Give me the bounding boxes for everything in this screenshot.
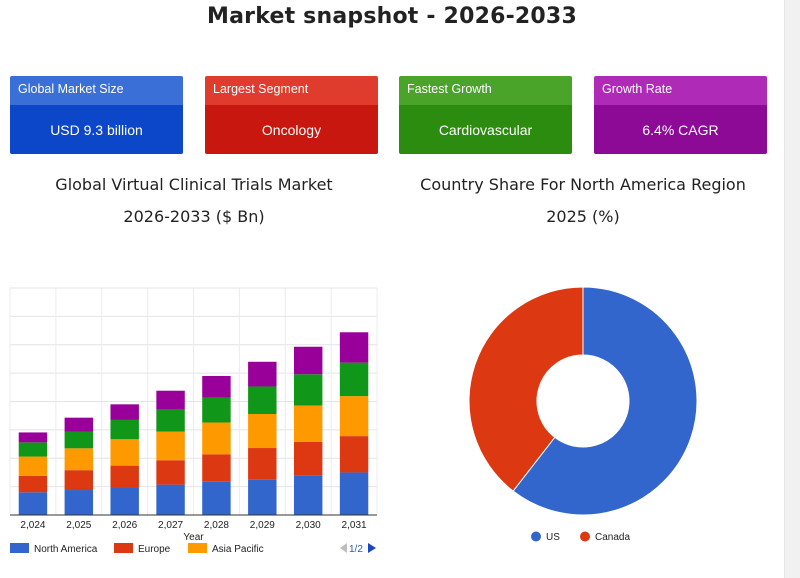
pie-chart-title-line2: 2025 (%) xyxy=(546,207,620,226)
page-title: Market snapshot - 2026-2033 xyxy=(207,4,577,29)
bar-chart-title-line2: 2026-2033 ($ Bn) xyxy=(123,207,265,226)
card-value: USD 9.3 billion xyxy=(10,105,183,154)
bar-segment-north-america[interactable] xyxy=(202,481,231,515)
bar-segment-series-5[interactable] xyxy=(202,375,231,398)
bar-segment-europe[interactable] xyxy=(248,448,277,480)
card-value: Oncology xyxy=(205,105,378,154)
bar-segment-series-4[interactable] xyxy=(293,374,323,406)
bar-segment-asia-pacific[interactable] xyxy=(339,396,369,437)
bar-segment-series-5[interactable] xyxy=(156,390,185,410)
bar-segment-asia-pacific[interactable] xyxy=(248,413,277,449)
legend-dot xyxy=(580,531,590,542)
legend-prev-icon[interactable] xyxy=(340,543,347,553)
bar-segment-asia-pacific[interactable] xyxy=(18,456,48,476)
bar-segment-series-4[interactable] xyxy=(339,362,369,397)
bar-segment-europe[interactable] xyxy=(156,460,185,485)
bar-segment-europe[interactable] xyxy=(18,475,48,493)
legend-label: Asia Pacific xyxy=(212,544,264,555)
bar-segment-north-america[interactable] xyxy=(156,484,185,515)
legend-swatch xyxy=(114,543,133,553)
bar-chart-title-line1: Global Virtual Clinical Trials Market xyxy=(55,175,333,194)
x-tick-label: 2,031 xyxy=(342,520,367,531)
bar-segment-north-america[interactable] xyxy=(64,490,94,515)
pie-chart-title: Country Share For North America Region 2… xyxy=(392,169,774,233)
legend-swatch xyxy=(188,543,207,553)
bar-segment-series-4[interactable] xyxy=(248,386,277,414)
card-value: Cardiovascular xyxy=(399,105,572,154)
pie-chart-title-line1: Country Share For North America Region xyxy=(420,175,746,194)
bar-chart-title: Global Virtual Clinical Trials Market 20… xyxy=(0,169,388,233)
bar-segment-series-4[interactable] xyxy=(110,419,139,440)
x-tick-label: 2,025 xyxy=(66,520,91,531)
legend-label: Canada xyxy=(595,532,630,543)
legend-item-asia-pacific[interactable]: Asia Pacific xyxy=(188,543,264,555)
bar-segment-series-5[interactable] xyxy=(64,417,94,432)
bar-segment-asia-pacific[interactable] xyxy=(64,448,94,471)
page-scrollbar[interactable] xyxy=(784,0,800,578)
bar-segment-asia-pacific[interactable] xyxy=(156,431,185,461)
card-market-size: Global Market Size USD 9.3 billion xyxy=(10,76,183,154)
bar-segment-europe[interactable] xyxy=(202,454,231,482)
legend-next-icon[interactable] xyxy=(368,543,376,553)
legend-label: US xyxy=(546,532,560,543)
bar-segment-north-america[interactable] xyxy=(110,487,139,515)
legend-label: Europe xyxy=(138,544,171,555)
bar-segment-europe[interactable] xyxy=(293,441,323,476)
donut-slice-us[interactable] xyxy=(512,286,698,516)
bar-segment-asia-pacific[interactable] xyxy=(293,405,323,442)
bar-segment-north-america[interactable] xyxy=(18,492,48,515)
bar-segment-series-4[interactable] xyxy=(18,442,48,457)
bar-segment-series-5[interactable] xyxy=(339,332,369,363)
card-value: 6.4% CAGR xyxy=(594,105,767,154)
card-label: Growth Rate xyxy=(594,76,767,105)
card-growth-rate: Growth Rate 6.4% CAGR xyxy=(594,76,767,154)
bar-segment-asia-pacific[interactable] xyxy=(202,422,231,455)
x-tick-label: 2,028 xyxy=(204,520,229,531)
legend-item-north-america[interactable]: North America xyxy=(10,543,98,555)
donut-slice-canada[interactable] xyxy=(468,286,584,492)
bar-segment-europe[interactable] xyxy=(339,436,369,473)
bar-segment-north-america[interactable] xyxy=(339,472,369,515)
bar-segment-series-4[interactable] xyxy=(156,409,185,432)
legend-swatch xyxy=(10,543,29,553)
bar-segment-series-4[interactable] xyxy=(64,431,94,449)
card-fastest-growth: Fastest Growth Cardiovascular xyxy=(399,76,572,154)
bar-segment-series-5[interactable] xyxy=(110,404,139,420)
bar-segment-series-5[interactable] xyxy=(18,432,48,443)
bar-segment-europe[interactable] xyxy=(110,465,139,488)
legend-item-us[interactable]: US xyxy=(531,531,560,544)
legend-item-europe[interactable]: Europe xyxy=(114,543,171,555)
bar-segment-north-america[interactable] xyxy=(248,479,277,515)
card-largest-segment: Largest Segment Oncology xyxy=(205,76,378,154)
donut-chart: US Canada xyxy=(468,286,698,544)
x-axis-label: Year xyxy=(183,532,204,543)
x-tick-label: 2,026 xyxy=(112,520,137,531)
card-label: Global Market Size xyxy=(10,76,183,105)
legend-dot xyxy=(531,531,541,542)
bar-segment-north-america[interactable] xyxy=(293,475,323,515)
bar-segment-asia-pacific[interactable] xyxy=(110,439,139,466)
legend-item-canada[interactable]: Canada xyxy=(580,531,630,544)
legend-label: North America xyxy=(34,544,98,555)
card-label: Fastest Growth xyxy=(399,76,572,105)
x-tick-label: 2,027 xyxy=(158,520,183,531)
x-tick-label: 2,029 xyxy=(250,520,275,531)
bar-segment-series-5[interactable] xyxy=(293,346,323,375)
bar-chart: 2,024 2,025 2,026 2,027 2,028 2,029 2,030 2,031… xyxy=(9,287,378,555)
card-label: Largest Segment xyxy=(205,76,378,105)
bar-segment-series-4[interactable] xyxy=(202,397,231,423)
x-tick-label: 2,030 xyxy=(296,520,321,531)
legend-pager: 1/2 xyxy=(349,544,363,555)
x-tick-label: 2,024 xyxy=(20,520,45,531)
bar-segment-europe[interactable] xyxy=(64,470,94,491)
bar-segment-series-5[interactable] xyxy=(248,361,277,387)
